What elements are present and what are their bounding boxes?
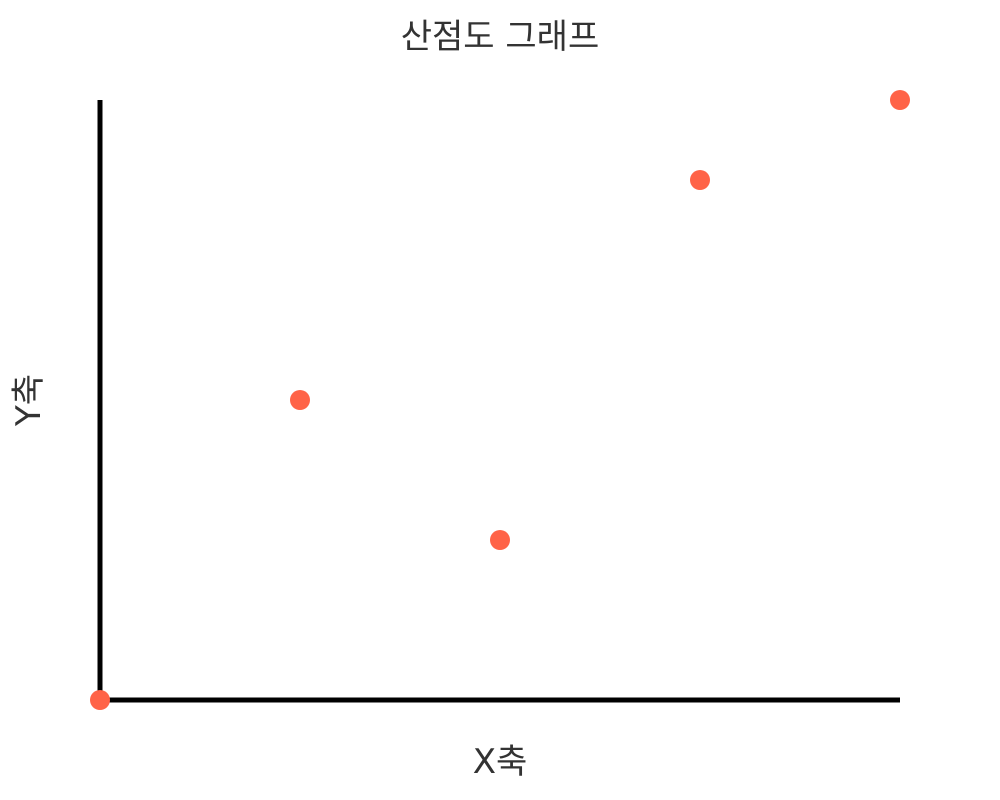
data-points	[90, 90, 910, 710]
data-point-5	[890, 90, 910, 110]
y-axis-label: Y축	[9, 374, 49, 427]
data-point-2	[290, 390, 310, 410]
chart-title: 산점도 그래프	[401, 17, 600, 57]
data-point-1	[90, 690, 110, 710]
data-point-4	[690, 170, 710, 190]
data-point-3	[490, 530, 510, 550]
x-axis-label: X축	[473, 742, 528, 782]
